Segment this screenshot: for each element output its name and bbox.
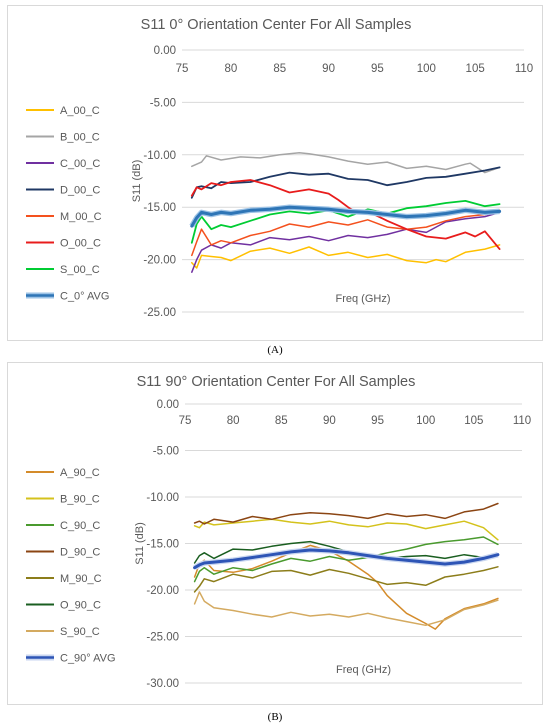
y-tick-label: -10.00 bbox=[146, 492, 179, 504]
legend-entry: B_90_C bbox=[60, 494, 100, 506]
y-axis-label: S11 (dB) bbox=[131, 160, 143, 203]
x-tick-label: 90 bbox=[322, 63, 335, 75]
legend-entry: D_90_C bbox=[60, 547, 100, 559]
chart-a-svg: S11 0° Orientation Center For All Sample… bbox=[26, 17, 533, 319]
y-tick-label: -5.00 bbox=[150, 97, 176, 109]
legend-entry: M_90_C bbox=[60, 573, 102, 585]
x-tick-label: 100 bbox=[416, 415, 435, 427]
legend-entry: C_90_C bbox=[60, 520, 100, 532]
caption-a: (A) bbox=[267, 344, 283, 356]
x-tick-label: 100 bbox=[417, 63, 436, 75]
legend-entry: S_90_C bbox=[60, 626, 100, 638]
chart-title: S11 90° Orientation Center For All Sampl… bbox=[137, 374, 416, 390]
y-tick-label: -10.00 bbox=[143, 150, 176, 162]
y-tick-label: 0.00 bbox=[154, 45, 176, 57]
x-tick-label: 75 bbox=[179, 415, 192, 427]
x-tick-label: 75 bbox=[176, 63, 189, 75]
chart-panel-b: S11 90° Orientation Center For All Sampl… bbox=[7, 362, 543, 705]
legend-entry: M_00_C bbox=[60, 211, 102, 223]
y-tick-label: -15.00 bbox=[143, 202, 176, 214]
caption-b: (B) bbox=[267, 711, 283, 723]
y-tick-label: -5.00 bbox=[153, 446, 179, 458]
series-line-2 bbox=[191, 211, 501, 273]
x-tick-label: 95 bbox=[371, 415, 384, 427]
x-tick-label: 85 bbox=[273, 63, 286, 75]
series-line-4 bbox=[193, 566, 499, 593]
legend-entry: C_90° AVG bbox=[60, 653, 116, 665]
x-tick-label: 85 bbox=[275, 415, 288, 427]
series-line-6 bbox=[193, 591, 499, 627]
legend-entry: O_00_C bbox=[60, 238, 101, 250]
series-line-7 bbox=[190, 205, 502, 228]
series-line-0 bbox=[193, 544, 499, 630]
legend-entry: B_00_C bbox=[60, 132, 100, 144]
y-axis-label: S11 (dB) bbox=[134, 522, 146, 565]
series-line-5 bbox=[193, 540, 499, 564]
x-tick-label: 110 bbox=[513, 415, 531, 427]
legend-entry: D_00_C bbox=[60, 185, 100, 197]
series-line-4 bbox=[191, 209, 501, 257]
x-axis-label: Freq (GHz) bbox=[336, 664, 391, 676]
series-line-7 bbox=[193, 548, 500, 570]
y-tick-label: -15.00 bbox=[146, 539, 179, 551]
series-line-2 bbox=[193, 536, 499, 583]
chart-panel-a: S11 0° Orientation Center For All Sample… bbox=[7, 5, 543, 341]
series-line-6 bbox=[190, 199, 501, 244]
x-tick-label: 90 bbox=[323, 415, 336, 427]
series-line-3 bbox=[190, 166, 501, 199]
y-tick-label: 0.00 bbox=[157, 399, 179, 411]
x-tick-label: 105 bbox=[464, 415, 483, 427]
y-tick-label: -20.00 bbox=[146, 585, 179, 597]
chart-title: S11 0° Orientation Center For All Sample… bbox=[141, 17, 412, 33]
x-tick-label: 95 bbox=[371, 63, 384, 75]
x-tick-label: 80 bbox=[224, 63, 237, 75]
x-axis-label: Freq (GHz) bbox=[336, 293, 391, 305]
legend-entry: C_00_C bbox=[60, 158, 100, 170]
y-tick-label: -25.00 bbox=[143, 307, 176, 319]
x-tick-label: 105 bbox=[466, 63, 485, 75]
y-tick-label: -20.00 bbox=[143, 255, 176, 267]
chart-b-svg: S11 90° Orientation Center For All Sampl… bbox=[26, 374, 531, 690]
series-line-3 bbox=[193, 502, 499, 525]
y-tick-label: -25.00 bbox=[146, 632, 179, 644]
legend-entry: O_90_C bbox=[60, 600, 101, 612]
legend-entry: A_90_C bbox=[60, 467, 100, 479]
series-line-0 bbox=[191, 244, 501, 269]
legend-entry: S_00_C bbox=[60, 264, 100, 276]
x-tick-label: 80 bbox=[227, 415, 240, 427]
legend-entry: A_00_C bbox=[60, 105, 100, 117]
series-line-1 bbox=[191, 151, 501, 174]
legend-entry: C_0° AVG bbox=[60, 291, 109, 303]
series-line-5 bbox=[190, 179, 501, 251]
series-line-1 bbox=[193, 518, 499, 541]
y-tick-label: -30.00 bbox=[146, 678, 179, 690]
x-tick-label: 110 bbox=[515, 63, 533, 75]
